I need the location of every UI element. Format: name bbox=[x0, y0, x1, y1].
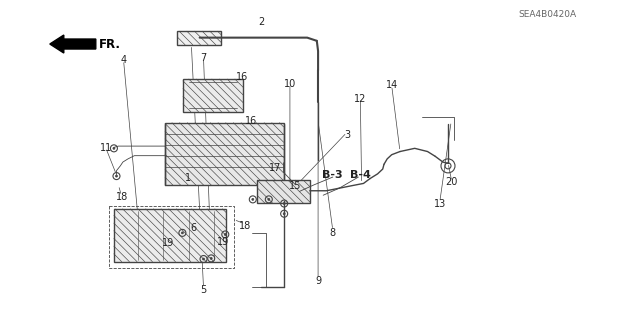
Text: SEA4B0420A: SEA4B0420A bbox=[518, 10, 576, 19]
Text: 2: 2 bbox=[258, 17, 264, 27]
Circle shape bbox=[202, 258, 205, 260]
Text: 18: 18 bbox=[239, 221, 252, 232]
FancyArrow shape bbox=[50, 35, 96, 53]
Text: 19: 19 bbox=[162, 238, 175, 248]
Circle shape bbox=[181, 232, 184, 234]
Text: 9: 9 bbox=[315, 276, 321, 286]
Bar bbox=[114, 209, 226, 262]
Text: 15: 15 bbox=[289, 181, 301, 191]
Text: 20: 20 bbox=[445, 177, 458, 188]
Bar bbox=[177, 31, 221, 45]
Text: 4: 4 bbox=[120, 55, 127, 65]
Text: 16: 16 bbox=[236, 71, 248, 82]
Circle shape bbox=[224, 234, 227, 235]
Circle shape bbox=[115, 175, 118, 177]
Text: 11: 11 bbox=[99, 143, 112, 153]
Bar bbox=[165, 123, 284, 185]
Text: 6: 6 bbox=[190, 223, 196, 233]
Text: 13: 13 bbox=[433, 199, 446, 209]
Text: B-3: B-3 bbox=[323, 170, 343, 180]
Bar bbox=[257, 180, 310, 203]
Text: 19: 19 bbox=[216, 237, 229, 247]
Bar bbox=[183, 79, 243, 112]
Text: 14: 14 bbox=[385, 80, 398, 91]
Circle shape bbox=[252, 198, 254, 200]
Text: FR.: FR. bbox=[99, 38, 121, 50]
Text: 18: 18 bbox=[115, 192, 128, 202]
Text: 10: 10 bbox=[284, 78, 296, 89]
Text: B-4: B-4 bbox=[350, 170, 371, 180]
Text: 7: 7 bbox=[200, 53, 207, 63]
Circle shape bbox=[283, 213, 285, 215]
Circle shape bbox=[113, 147, 115, 149]
Text: 5: 5 bbox=[200, 285, 207, 295]
Text: 3: 3 bbox=[344, 130, 350, 140]
Text: 17: 17 bbox=[269, 163, 282, 174]
Text: 1: 1 bbox=[184, 173, 191, 183]
Circle shape bbox=[268, 198, 270, 200]
Text: 16: 16 bbox=[245, 116, 258, 126]
Circle shape bbox=[283, 203, 285, 204]
Circle shape bbox=[210, 257, 212, 259]
Text: 8: 8 bbox=[330, 228, 336, 238]
Text: 12: 12 bbox=[354, 94, 367, 104]
